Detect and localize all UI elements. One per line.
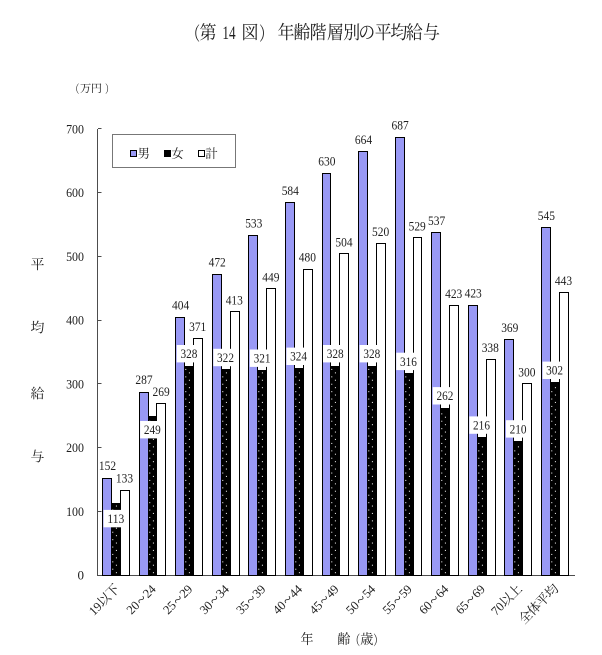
svg-text:404: 404 — [172, 298, 190, 313]
svg-text:584: 584 — [282, 183, 300, 198]
svg-text:687: 687 — [392, 117, 410, 132]
svg-text:529: 529 — [409, 218, 426, 233]
svg-text:262: 262 — [436, 388, 453, 403]
svg-text:316: 316 — [400, 354, 417, 369]
svg-text:443: 443 — [555, 273, 572, 288]
svg-text:423: 423 — [445, 286, 462, 301]
svg-text:210: 210 — [510, 421, 527, 436]
svg-text:600: 600 — [66, 185, 84, 200]
svg-text:520: 520 — [372, 224, 389, 239]
svg-text:216: 216 — [473, 418, 490, 433]
svg-text:504: 504 — [335, 234, 353, 249]
svg-text:249: 249 — [144, 422, 161, 437]
svg-text:321: 321 — [254, 351, 271, 366]
svg-text:480: 480 — [299, 250, 316, 265]
svg-text:338: 338 — [482, 340, 499, 355]
svg-text:369: 369 — [501, 320, 518, 335]
svg-text:100: 100 — [66, 504, 84, 519]
svg-text:152: 152 — [99, 458, 116, 473]
svg-text:400: 400 — [66, 313, 84, 328]
svg-text:133: 133 — [116, 471, 133, 486]
svg-text:300: 300 — [518, 364, 535, 379]
svg-text:287: 287 — [135, 372, 153, 387]
svg-text:537: 537 — [428, 213, 446, 228]
svg-text:328: 328 — [180, 346, 197, 361]
svg-text:449: 449 — [262, 269, 279, 284]
svg-text:423: 423 — [465, 286, 482, 301]
svg-text:200: 200 — [66, 440, 84, 455]
svg-text:472: 472 — [209, 254, 226, 269]
svg-text:14: 14 — [222, 23, 236, 44]
svg-text:269: 269 — [153, 384, 170, 399]
svg-text:533: 533 — [245, 215, 262, 230]
svg-text:630: 630 — [318, 154, 335, 169]
svg-text:371: 371 — [189, 319, 206, 334]
svg-text:0: 0 — [78, 568, 85, 583]
svg-text:324: 324 — [290, 349, 307, 364]
svg-text:113: 113 — [107, 511, 124, 526]
svg-text:664: 664 — [355, 132, 373, 147]
svg-text:545: 545 — [538, 208, 555, 223]
svg-text:328: 328 — [327, 346, 344, 361]
svg-text:302: 302 — [546, 363, 563, 378]
svg-text:322: 322 — [217, 350, 234, 365]
svg-text:700: 700 — [66, 122, 84, 137]
svg-text:500: 500 — [66, 249, 84, 264]
svg-text:413: 413 — [226, 292, 243, 307]
svg-text:300: 300 — [66, 376, 84, 391]
svg-text:328: 328 — [363, 346, 380, 361]
